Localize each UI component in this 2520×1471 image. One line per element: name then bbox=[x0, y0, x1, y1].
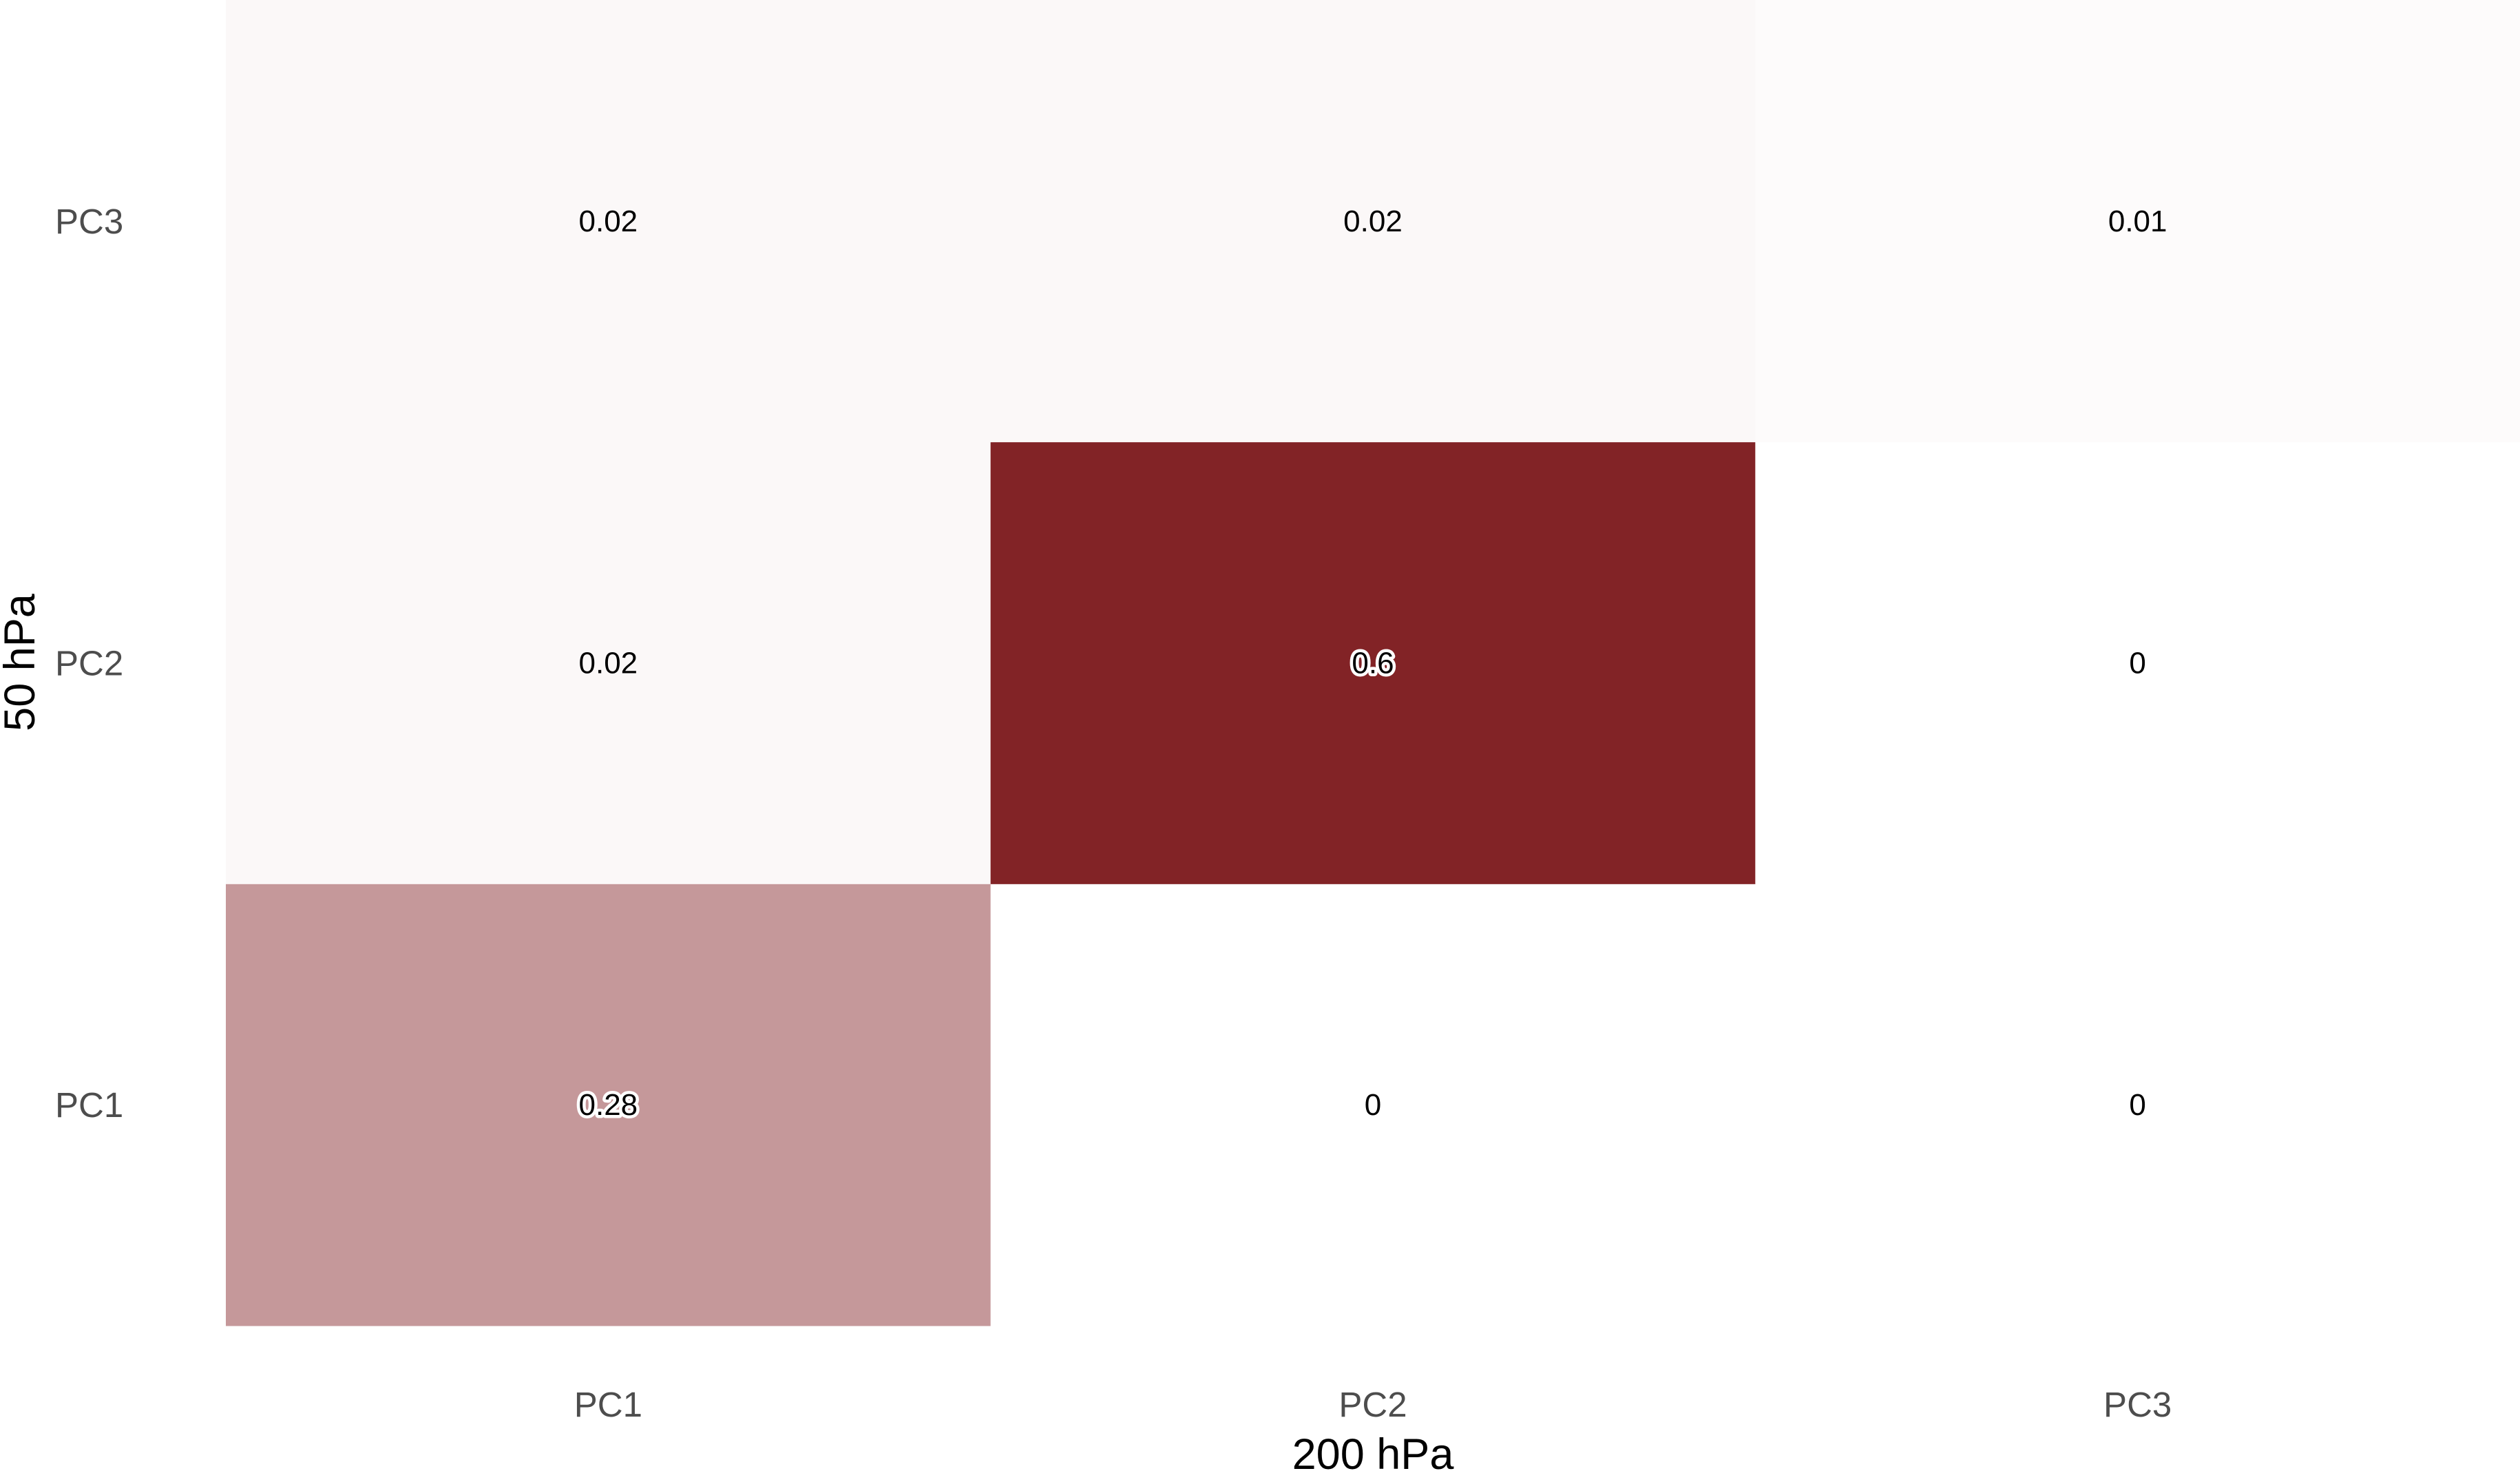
cell-value-label: 0.02 bbox=[579, 205, 638, 238]
x-tick-label: PC2 bbox=[1338, 1385, 1407, 1424]
heatmap-cell-pc2-pc2 bbox=[990, 441, 1756, 884]
x-axis-ticks: PC1 PC2 PC3 bbox=[574, 1385, 2172, 1424]
heatmap-cell-pc3-pc3 bbox=[1755, 0, 2520, 443]
heatmap-cell-pc2-pc3 bbox=[990, 0, 1756, 443]
heatmap-cell-pc1-pc2 bbox=[226, 441, 991, 884]
cell-value-label: 0.28 bbox=[579, 1088, 638, 1122]
heatmap-cell-labels: 0.28 0 0 0.02 0.6 0 0.02 0.02 0.01 bbox=[576, 205, 2167, 1125]
y-axis-ticks: PC1 PC2 PC3 bbox=[55, 202, 123, 1125]
y-axis-title: 50 hPa bbox=[0, 593, 44, 731]
y-tick-label: PC2 bbox=[55, 644, 123, 683]
cell-value-label: 0.02 bbox=[1343, 205, 1403, 238]
y-tick-label: PC3 bbox=[55, 202, 123, 241]
cell-value-label: 0.01 bbox=[2108, 205, 2167, 238]
heatmap-cell-pc1-pc1 bbox=[226, 884, 991, 1326]
x-tick-label: PC3 bbox=[2103, 1385, 2172, 1424]
heatmap-cell-pc3-pc2 bbox=[1755, 441, 2520, 884]
heatmap-cell-pc3-pc1 bbox=[1755, 884, 2520, 1326]
heatmap-cell-pc1-pc3 bbox=[226, 0, 991, 443]
cell-value-label: 0 bbox=[2129, 647, 2145, 680]
y-tick-label: PC1 bbox=[55, 1085, 123, 1125]
cell-value-label: 0.02 bbox=[579, 647, 638, 680]
heatmap-cells bbox=[226, 0, 2520, 1326]
x-tick-label: PC1 bbox=[574, 1385, 642, 1424]
x-axis-title: 200 hPa bbox=[1292, 1430, 1455, 1471]
heatmap-cell-pc2-pc1 bbox=[990, 884, 1756, 1326]
cell-value-label: 0.6 bbox=[1352, 647, 1394, 680]
cell-value-label: 0 bbox=[1365, 1088, 1381, 1122]
cell-value-label: 0 bbox=[2129, 1088, 2145, 1122]
